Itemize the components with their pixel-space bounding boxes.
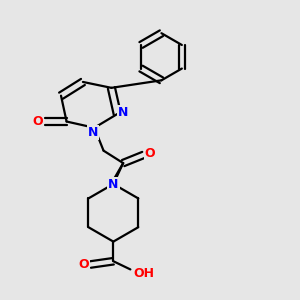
Text: O: O — [78, 258, 88, 271]
Text: O: O — [145, 147, 155, 160]
Text: N: N — [118, 106, 128, 119]
Text: O: O — [33, 115, 44, 128]
Text: N: N — [108, 178, 118, 190]
Text: OH: OH — [134, 267, 154, 280]
Text: N: N — [88, 126, 98, 139]
